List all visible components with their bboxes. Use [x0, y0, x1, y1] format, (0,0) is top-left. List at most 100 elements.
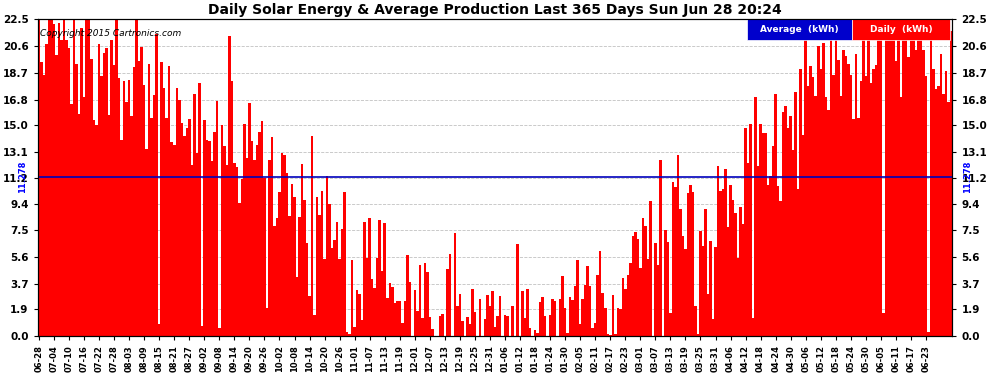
Bar: [113, 65, 116, 336]
Bar: [363, 222, 366, 336]
Bar: [597, 275, 599, 336]
Bar: [591, 327, 594, 336]
Bar: [504, 315, 506, 336]
Bar: [253, 160, 255, 336]
Bar: [627, 275, 629, 336]
Bar: [842, 50, 844, 336]
Bar: [619, 309, 622, 336]
Bar: [406, 255, 409, 336]
Bar: [566, 333, 569, 336]
Bar: [141, 46, 143, 336]
Bar: [226, 165, 228, 336]
Bar: [759, 124, 762, 336]
Bar: [890, 25, 892, 336]
Bar: [740, 207, 742, 336]
Bar: [178, 100, 180, 336]
Bar: [183, 135, 185, 336]
Bar: [522, 291, 524, 336]
Bar: [489, 306, 491, 336]
Bar: [72, 20, 75, 336]
Bar: [800, 69, 802, 336]
Bar: [774, 94, 777, 336]
Bar: [682, 236, 684, 336]
Bar: [542, 297, 544, 336]
Bar: [429, 317, 431, 336]
Bar: [897, 20, 900, 336]
Bar: [95, 125, 98, 336]
Bar: [331, 248, 334, 336]
Bar: [180, 123, 183, 336]
Bar: [887, 20, 890, 336]
Bar: [499, 296, 501, 336]
Bar: [43, 75, 46, 336]
Bar: [687, 193, 689, 336]
Bar: [574, 286, 576, 336]
Bar: [203, 120, 206, 336]
Bar: [727, 227, 730, 336]
Bar: [431, 329, 434, 336]
Bar: [949, 32, 952, 336]
Bar: [779, 201, 782, 336]
Bar: [769, 176, 772, 336]
Bar: [152, 95, 155, 336]
Bar: [892, 20, 895, 336]
Bar: [353, 327, 356, 336]
Bar: [559, 299, 561, 336]
Bar: [810, 66, 812, 336]
Bar: [484, 319, 486, 336]
Bar: [236, 166, 239, 336]
Bar: [75, 64, 78, 336]
Bar: [38, 20, 41, 336]
Bar: [396, 301, 399, 336]
Bar: [709, 241, 712, 336]
Bar: [83, 98, 85, 336]
Bar: [722, 189, 725, 336]
Bar: [737, 258, 740, 336]
Bar: [346, 332, 348, 336]
Bar: [471, 289, 473, 336]
Bar: [341, 229, 344, 336]
Bar: [794, 92, 797, 336]
Bar: [80, 28, 83, 336]
Bar: [822, 43, 825, 336]
Bar: [268, 160, 270, 336]
Bar: [744, 128, 746, 336]
Bar: [564, 309, 566, 336]
Bar: [193, 93, 196, 336]
Bar: [123, 81, 126, 336]
Bar: [789, 116, 792, 336]
Bar: [820, 69, 822, 336]
Bar: [121, 140, 123, 336]
Bar: [849, 75, 852, 336]
Bar: [399, 301, 401, 336]
Bar: [832, 75, 835, 336]
Bar: [576, 260, 579, 336]
Bar: [283, 155, 286, 336]
Bar: [316, 197, 319, 336]
Bar: [378, 220, 381, 336]
Bar: [847, 64, 849, 336]
Bar: [65, 40, 67, 336]
Bar: [534, 330, 537, 336]
Bar: [486, 295, 489, 336]
Bar: [368, 219, 371, 336]
Bar: [599, 251, 602, 336]
Bar: [880, 28, 882, 336]
Bar: [767, 185, 769, 336]
Bar: [201, 326, 203, 336]
Bar: [468, 324, 471, 336]
Bar: [78, 114, 80, 336]
Bar: [326, 176, 329, 336]
Bar: [133, 67, 136, 336]
Bar: [211, 160, 213, 336]
Bar: [742, 224, 744, 336]
Bar: [496, 316, 499, 336]
Bar: [281, 153, 283, 336]
Bar: [255, 145, 258, 336]
Bar: [885, 28, 887, 336]
Bar: [947, 102, 949, 336]
Bar: [446, 268, 448, 336]
Bar: [933, 69, 935, 336]
Bar: [656, 265, 659, 336]
Bar: [241, 179, 244, 336]
